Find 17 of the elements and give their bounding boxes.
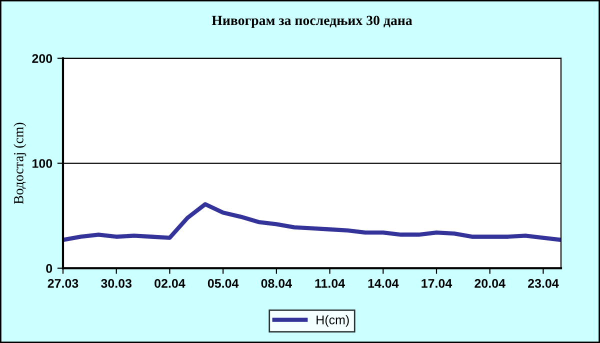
- x-tick-label: 23.04: [528, 278, 559, 288]
- x-tick-label: 14.04: [368, 278, 399, 288]
- x-tick-label: 20.04: [474, 278, 506, 288]
- x-tick-label: 05.04: [208, 278, 239, 288]
- x-tick-label: 27.03: [48, 278, 78, 288]
- legend-label: H(cm): [316, 315, 349, 327]
- y-tick-label: 100: [32, 159, 52, 168]
- chart-title: Нивограм за последњих 30 дана: [212, 16, 412, 28]
- y-tick-label: 0: [46, 264, 52, 273]
- x-tick-label: 17.04: [422, 278, 452, 288]
- x-tick-label: 08.04: [261, 278, 292, 288]
- x-tick-label: 02.04: [154, 278, 186, 288]
- x-tick-label: 11.04: [315, 278, 346, 288]
- y-axis-title: Водостај (cm): [14, 122, 26, 204]
- x-tick-label: 30.03: [101, 278, 132, 288]
- line-series: [63, 202, 561, 242]
- y-tick-label: 200: [32, 54, 52, 63]
